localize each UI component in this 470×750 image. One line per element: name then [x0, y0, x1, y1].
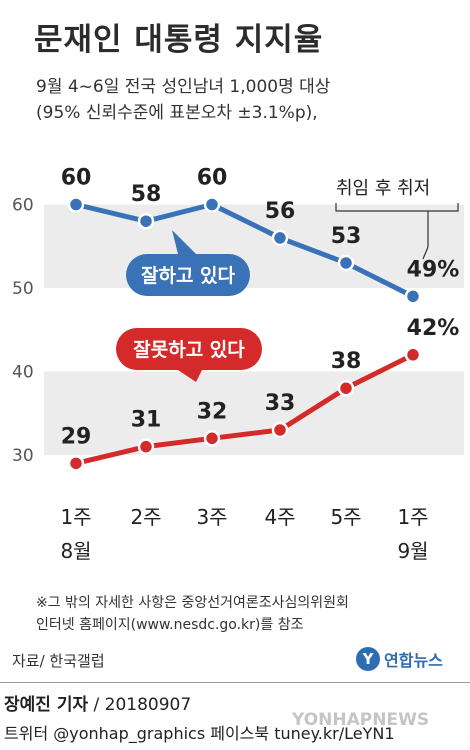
data-point — [203, 430, 221, 447]
data-point — [404, 288, 422, 305]
data-label: 53 — [331, 224, 362, 249]
byline-date: / 20180907 — [88, 695, 192, 715]
x-tick-label: 1주 — [397, 505, 428, 529]
y-tick-label: 40 — [12, 363, 34, 383]
data-point — [404, 346, 422, 364]
series-label-box-0 — [126, 254, 250, 296]
line-chart: 60 50 40 30 취임 후 취저 60 58 60 56 53 49% 29 31 32 33 38 42… — [12, 166, 464, 563]
data-label: 32 — [197, 399, 228, 424]
annotation-label: 취임 후 취저 — [336, 178, 430, 199]
grid-band-50-60 — [44, 204, 464, 288]
y-tick-label: 60 — [12, 196, 34, 216]
byline: 장예진 기자 / 20180907 — [4, 690, 191, 715]
y-tick-label: 30 — [12, 446, 34, 466]
annotation-bracket — [335, 203, 459, 212]
data-label: 38 — [331, 349, 362, 374]
series-label-box-1 — [116, 328, 262, 370]
data-point — [203, 196, 221, 213]
data-label: 49% — [407, 257, 460, 282]
x-tick-label: 1주 — [60, 505, 91, 529]
data-point — [337, 254, 355, 272]
data-label: 33 — [265, 391, 296, 416]
source-label: 자료/ 한국갤럽 — [12, 652, 105, 670]
series-label-pointer-0 — [172, 230, 196, 254]
x-tick-label: 3주 — [196, 505, 227, 529]
data-point — [67, 455, 85, 472]
x-tick-label: 5주 — [330, 505, 361, 529]
yonhap-logo-icon: Y — [356, 647, 380, 671]
yonhap-logo: Y 연합뉴스 — [356, 646, 443, 672]
footer-social: 트위터 @yonhap_graphics 페이스북 tuney.kr/LeYN1 — [4, 724, 395, 743]
series-label-pointer-1 — [178, 370, 202, 382]
series-line-1 — [75, 352, 415, 466]
y-tick-label: 50 — [12, 279, 34, 299]
data-label: 42% — [407, 316, 460, 341]
data-point — [337, 379, 355, 397]
data-label: 31 — [131, 408, 162, 433]
data-point — [271, 229, 289, 247]
data-label: 56 — [265, 199, 296, 224]
chart-title: 문재인 대통령 지지율 — [34, 22, 324, 58]
data-label: 60 — [197, 166, 228, 191]
note-line-1: ※그 밖의 자세한 사항은 중앙선거여론조사심의위원회 — [36, 595, 349, 611]
data-point — [137, 212, 155, 230]
x-tick-label: 9월 — [397, 539, 428, 563]
data-label: 60 — [61, 166, 92, 191]
legend-entry: 잘하고 있다 — [141, 265, 236, 287]
footer-divider — [0, 682, 470, 683]
data-label: 29 — [61, 424, 92, 449]
x-tick-label: 8월 — [60, 539, 91, 563]
note-line-2: 인터넷 홈페이지(www.nesdc.go.kr)를 참조 — [36, 617, 304, 633]
data-point — [271, 421, 289, 439]
annotation-leader-tip — [422, 246, 429, 260]
series-line-0 — [75, 202, 415, 299]
yonhap-logo-text: 연합뉴스 — [384, 651, 443, 670]
data-point — [67, 196, 85, 213]
watermark: YONHAPNEWS — [292, 710, 430, 730]
data-point — [137, 438, 155, 455]
data-label: 58 — [131, 182, 162, 207]
subtitle-line-1: 9월 4~6일 전국 성인남녀 1,000명 대상 — [36, 77, 331, 97]
subtitle-line-2: (95% 신뢰수준에 표본오차 ±3.1%p), — [36, 103, 318, 123]
legend-entry: 잘못하고 있다 — [133, 339, 245, 361]
x-tick-label: 4주 — [264, 505, 295, 529]
grid-band-30-40 — [44, 371, 464, 455]
byline-author: 장예진 기자 — [4, 695, 89, 715]
x-tick-label: 2주 — [130, 505, 161, 529]
